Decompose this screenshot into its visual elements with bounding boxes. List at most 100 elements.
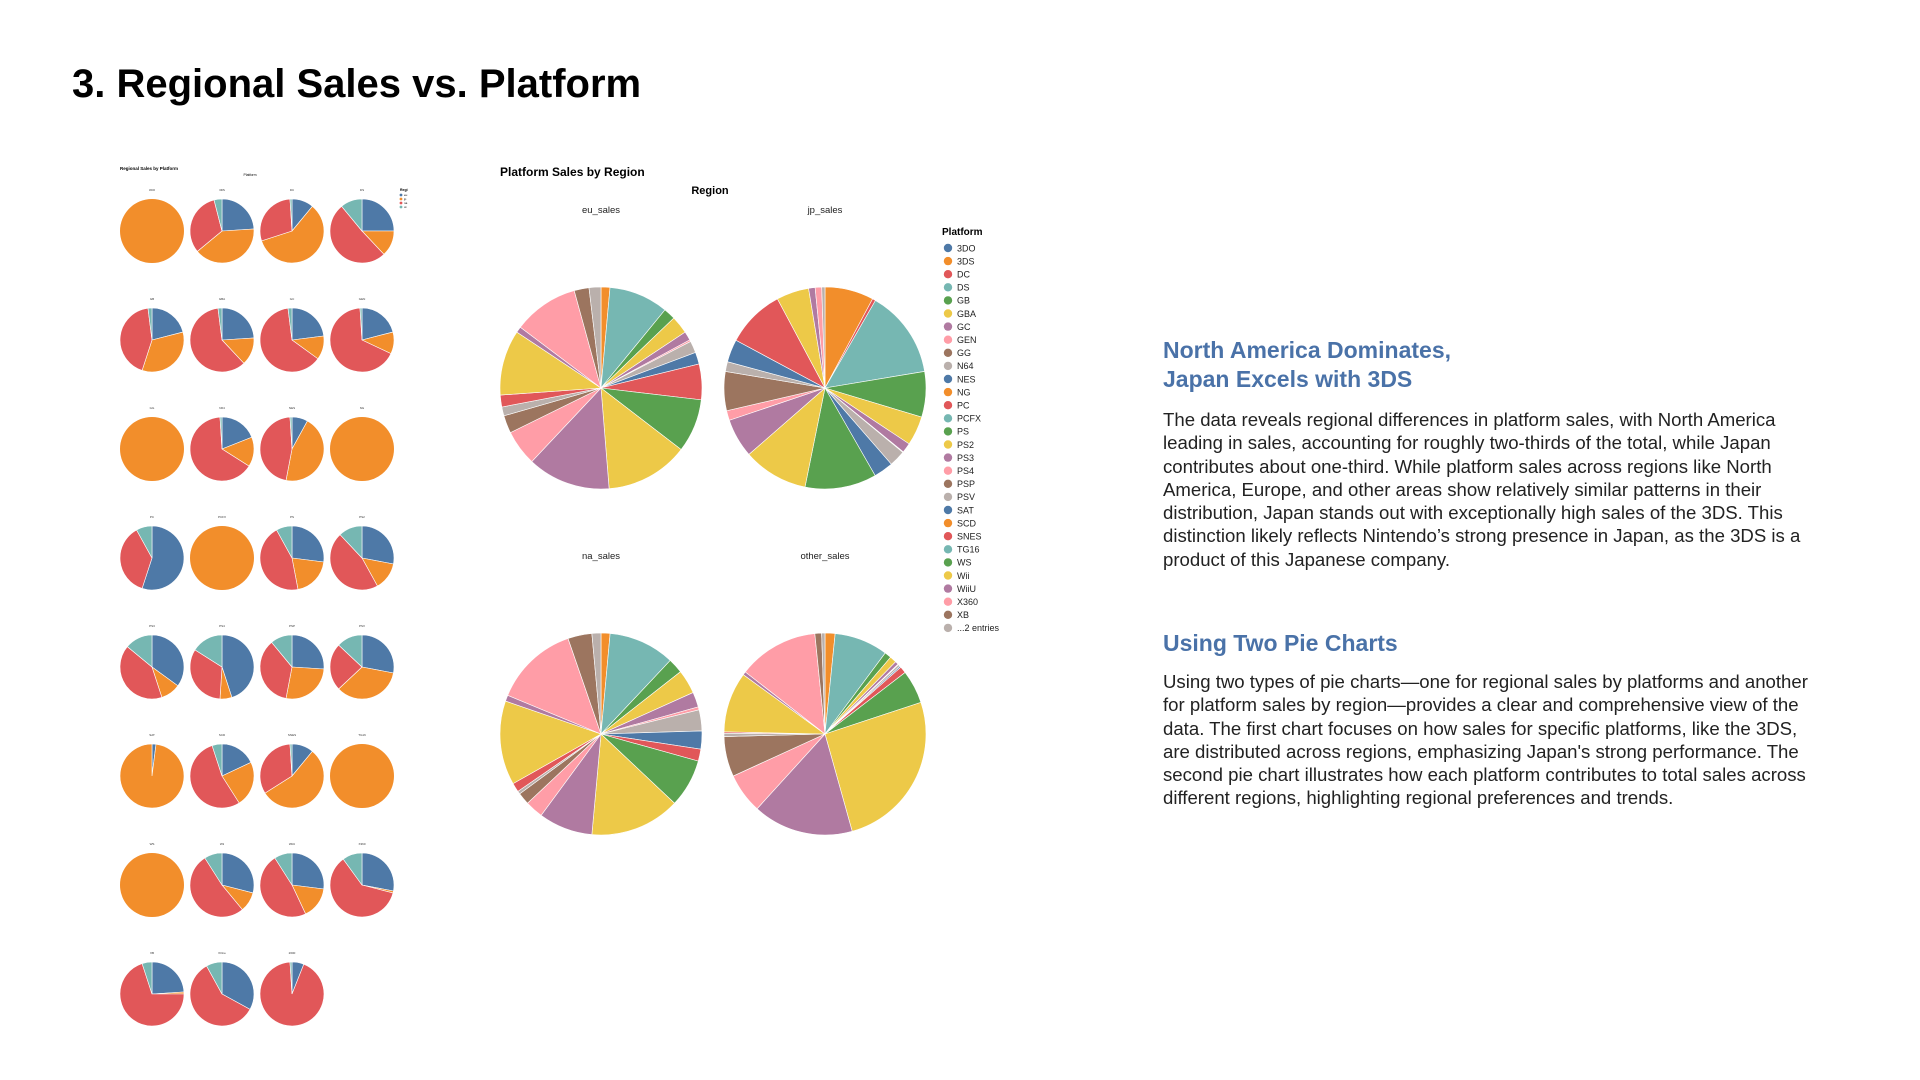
legend-label: WS <box>957 558 972 568</box>
facet-pie-slice <box>289 416 293 450</box>
facet-pie-slice <box>329 644 363 690</box>
facet-pie-slice <box>287 307 293 341</box>
legend-label: eu <box>404 193 408 197</box>
facet-pie-slice <box>221 961 255 1010</box>
legend-swatch <box>943 597 953 606</box>
legend-swatch <box>399 193 403 197</box>
legend-swatch <box>943 610 953 619</box>
facet-pie-slice <box>189 857 243 918</box>
legend-label: DC <box>957 270 970 280</box>
facet-pie-slice <box>259 416 293 481</box>
facet-pie-slice <box>189 416 250 482</box>
section-body-two-pie-charts: Using two types of pie charts—one for re… <box>1163 671 1808 809</box>
region-pie-slice <box>824 702 927 832</box>
facet-PSP: PSP <box>259 624 325 700</box>
legend-label: PCFX <box>957 414 981 424</box>
facet-pie-slice <box>119 963 185 1027</box>
legend-label: 3DS <box>957 256 975 266</box>
facet-label: GG <box>150 406 155 410</box>
facet-pie-slice <box>330 744 394 808</box>
legend-title: Regi <box>400 188 408 192</box>
facet-WS: WS <box>120 842 184 917</box>
facet-label: 3DO <box>149 188 156 192</box>
facet-label: DC <box>290 188 295 192</box>
facet-pie-slice <box>119 743 185 809</box>
facet-pie-slice <box>261 205 325 264</box>
facet-pie-slice <box>291 557 325 590</box>
region-other_sales: other_sales <box>723 551 927 836</box>
facet-pie-slice <box>213 198 223 232</box>
legend-swatch <box>943 479 953 488</box>
facet-label: SNES <box>288 733 296 737</box>
section-title-two-pie-charts: Using Two Pie Charts <box>1163 629 1398 658</box>
legend-label: PS <box>957 427 969 437</box>
region-eu_sales: eu_sales <box>499 205 703 490</box>
facet-N64: N64 <box>189 406 255 482</box>
facet-label: PS <box>290 515 294 519</box>
legend-swatch <box>943 427 953 436</box>
facet-pie-slice <box>189 199 223 252</box>
facet-label: WS <box>150 842 155 846</box>
legend-swatch <box>943 243 953 253</box>
facet-pie-slice <box>147 307 153 341</box>
legend-label: GBA <box>957 309 976 319</box>
facet-PCFX: PCFX <box>190 515 254 590</box>
legend-swatch <box>943 558 953 567</box>
legend-label: NES <box>957 374 976 384</box>
facet-DS: DS <box>329 188 395 264</box>
chart-title: Regional Sales by Platform <box>120 166 178 171</box>
facet-PS3: PS3 <box>119 624 185 700</box>
legend: Platform 3DO 3DS DC DS GB GBA GC GEN GG N64 NES NG PC… <box>942 227 1000 633</box>
legend-label: X360 <box>957 597 978 607</box>
facet-pie-slice <box>221 852 255 894</box>
legend-swatch <box>943 335 953 344</box>
facet-header: Platform <box>243 173 256 177</box>
legend-label: WiiU <box>957 584 976 594</box>
region-pie-slice <box>499 700 602 785</box>
facet-PSV: PSV <box>329 624 395 700</box>
facet-pie-slice <box>330 417 394 481</box>
facet-label: NES <box>289 406 295 410</box>
facet-pie-slice <box>141 961 153 995</box>
region-jp_sales: jp_sales <box>723 205 927 490</box>
facet-pie-slice <box>359 307 363 341</box>
facet-pie-slice <box>274 852 293 887</box>
facet-pie-slice <box>329 534 378 591</box>
facet-pie-slice <box>291 307 325 341</box>
region-pie-slice <box>756 733 853 836</box>
facet-label: GBA <box>219 297 225 301</box>
facet-pie-slice <box>119 646 163 700</box>
facet-XOne: XOne <box>189 951 255 1027</box>
facet-label: SAT <box>149 733 155 737</box>
facet-pie-slice <box>141 331 185 373</box>
facet-GG: GG <box>120 406 184 481</box>
facet-label: eu_sales <box>582 205 620 216</box>
legend-swatch <box>943 387 953 397</box>
facet-pie-slice <box>151 961 185 995</box>
facet-pie-slice <box>136 525 153 559</box>
facet-pie-slice <box>339 525 363 559</box>
section-title-line: Using Two Pie Charts <box>1163 630 1398 656</box>
facet-pie-slice <box>120 853 184 917</box>
facet-pie-slice <box>259 529 299 591</box>
legend-label: 3DO <box>957 243 976 253</box>
facet-pie-slice <box>341 198 363 232</box>
facet-pie-slice <box>221 416 253 450</box>
facet-label: PCFX <box>218 515 226 519</box>
facet-pie-slice <box>329 307 392 373</box>
facet-pie-slice <box>259 307 319 373</box>
legend-swatch <box>943 401 953 410</box>
facet-label: GEN <box>359 297 366 301</box>
facet-SAT: SAT <box>119 733 185 809</box>
legend-swatch <box>943 414 953 423</box>
section-body-north-america: The data reveals regional differences in… <box>1163 409 1801 570</box>
facet-label: X360 <box>358 842 365 846</box>
legend-swatch <box>399 197 403 201</box>
legend-label: TG16 <box>957 545 980 555</box>
legend-label: SNES <box>957 532 982 542</box>
facet-label: PS3 <box>149 624 155 628</box>
legend-label: PS3 <box>957 453 974 463</box>
legend-swatch <box>943 505 953 515</box>
facet-WiiU: WiiU <box>259 842 325 918</box>
